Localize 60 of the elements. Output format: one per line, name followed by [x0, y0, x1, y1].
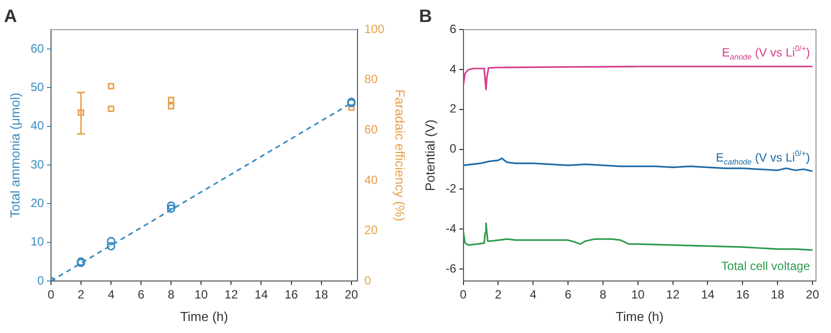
point	[168, 103, 174, 110]
x-tick-label: 18	[314, 288, 328, 302]
point	[166, 201, 176, 210]
x-tick-label: 16	[284, 288, 298, 302]
y-tick-label: 20	[30, 196, 44, 210]
x-tick-label: 16	[736, 288, 750, 302]
y-axis-title: Potential (V)	[422, 120, 438, 192]
x-tick-label: 14	[701, 288, 715, 302]
x-tick-label: 0	[460, 288, 467, 302]
x-tick-label: 18	[770, 288, 785, 302]
x-tick-label: 12	[224, 288, 238, 302]
point	[108, 106, 114, 112]
y2-tick-label: 0	[364, 273, 372, 288]
chart-title: A	[4, 6, 17, 26]
y-tick-label: 50	[30, 80, 44, 94]
point	[108, 82, 114, 90]
y2-tick-label: 60	[364, 122, 378, 136]
x-tick-label: 8	[168, 288, 175, 302]
x-axis-title: Time (h)	[616, 308, 664, 324]
point	[168, 96, 174, 104]
y-tick-label: 6	[450, 22, 457, 36]
x-tick-label: 10	[631, 288, 645, 302]
y-tick-label: -2	[446, 182, 457, 196]
y-tick-label: 0	[450, 142, 457, 156]
x-tick-label: 0	[48, 288, 55, 302]
x-tick-label: 4	[108, 288, 115, 302]
y-tick-label: 2	[450, 102, 457, 116]
x-axis-title: Time (h)	[180, 308, 228, 324]
y-axis-title: Total ammonia (μmol)	[7, 92, 22, 218]
y-tick-label: 10	[30, 234, 44, 249]
point	[78, 109, 84, 116]
y-tick-label: 0	[37, 273, 44, 288]
x-tick-label: 8	[600, 288, 607, 302]
point	[106, 242, 116, 250]
y2-tick-label: 20	[364, 223, 378, 238]
y2-axis-title: Faradaic efficiency (%)	[392, 89, 408, 222]
y-tick-label: -6	[446, 261, 457, 276]
x-tick-label: 6	[564, 288, 572, 302]
y2-tick-label: 100	[364, 22, 385, 36]
x-tick-label: 2	[494, 288, 502, 302]
y-tick-label: 30	[30, 157, 44, 172]
y-tick-label: 60	[30, 41, 44, 56]
x-tick-label: 20	[344, 288, 358, 302]
y2-tick-label: 80	[364, 72, 378, 86]
y2-tick-label: 40	[364, 172, 378, 187]
y-tick-label: -4	[446, 221, 457, 236]
point	[166, 204, 176, 213]
chart-title: B	[419, 6, 432, 26]
point	[106, 236, 116, 246]
x-tick-label: 4	[530, 288, 537, 302]
series-label: Total cell voltage	[721, 259, 810, 274]
x-tick-label: 2	[78, 288, 85, 302]
x-tick-label: 6	[138, 288, 145, 302]
x-tick-label: 20	[806, 288, 820, 302]
x-tick-label: 10	[194, 288, 208, 302]
y-tick-label: 4	[450, 62, 457, 76]
point	[348, 104, 355, 111]
x-tick-label: 14	[254, 288, 268, 302]
y-tick-label: 40	[30, 118, 44, 133]
x-tick-label: 12	[666, 288, 680, 302]
